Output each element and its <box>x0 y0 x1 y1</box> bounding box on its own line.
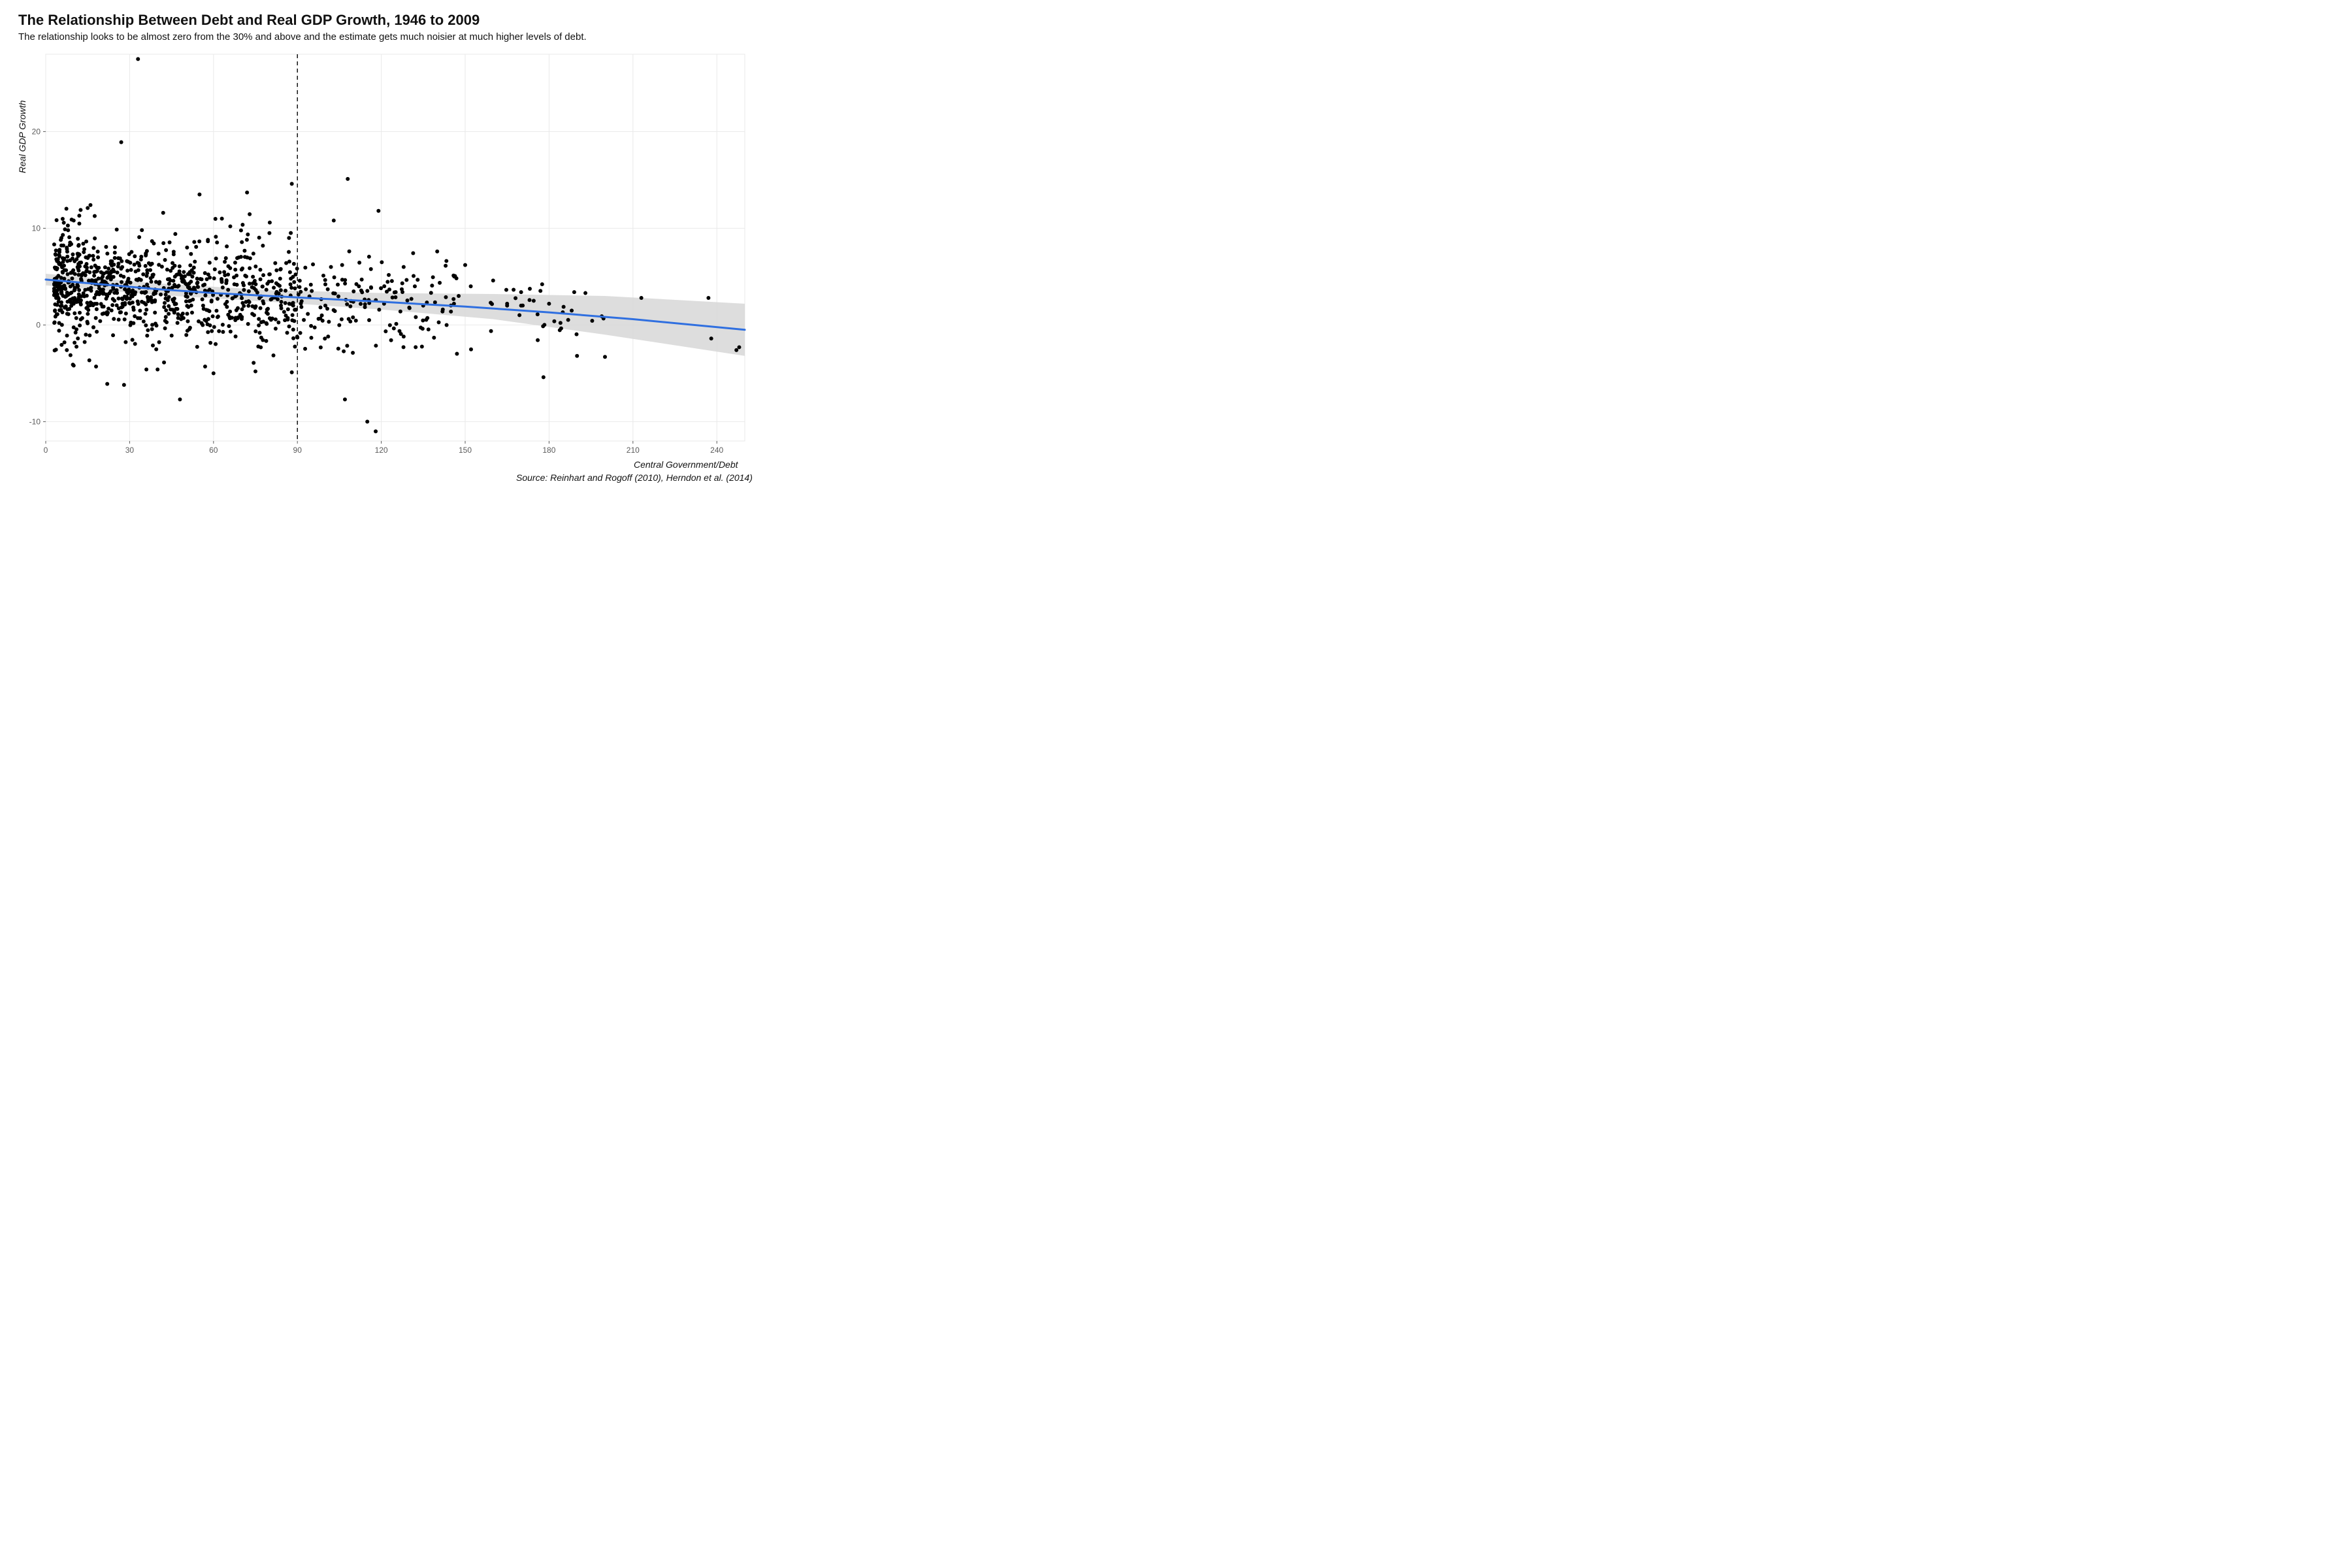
svg-text:-10: -10 <box>29 417 41 426</box>
plot-area: Real GDP Growth 0 30 60 90 120 150 180 210 240 -1… <box>18 49 766 467</box>
svg-text:0: 0 <box>44 446 48 455</box>
chart-subtitle: The relationship looks to be almost zero… <box>18 31 766 42</box>
svg-text:60: 60 <box>209 446 218 455</box>
svg-text:30: 30 <box>125 446 135 455</box>
chart-title: The Relationship Between Debt and Real G… <box>18 12 766 29</box>
svg-text:150: 150 <box>459 446 472 455</box>
svg-text:210: 210 <box>627 446 640 455</box>
svg-text:120: 120 <box>375 446 388 455</box>
svg-text:90: 90 <box>293 446 302 455</box>
scatter-chart: 0 30 60 90 120 150 180 210 240 -10 0 10 20 <box>18 49 750 467</box>
x-axis-label: Central Government/Debt <box>634 459 738 470</box>
svg-text:0: 0 <box>36 320 41 329</box>
source-caption: Source: Reinhart and Rogoff (2010), Hern… <box>516 472 753 483</box>
svg-text:240: 240 <box>710 446 723 455</box>
svg-text:10: 10 <box>32 223 41 233</box>
svg-text:20: 20 <box>32 127 41 136</box>
y-axis-label: Real GDP Growth <box>17 100 27 173</box>
svg-text:180: 180 <box>542 446 555 455</box>
